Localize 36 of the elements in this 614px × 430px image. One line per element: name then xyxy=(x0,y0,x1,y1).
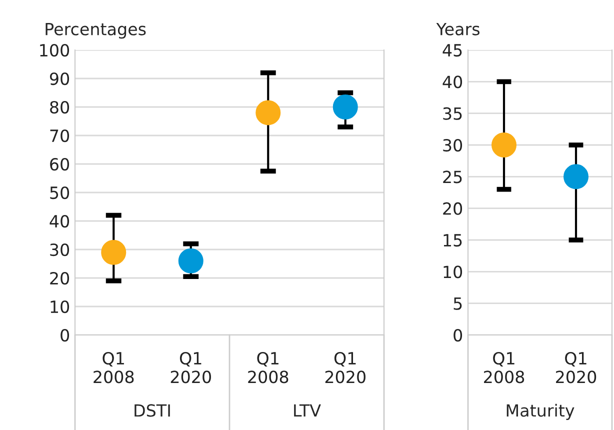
y-tick-label: 45 xyxy=(442,44,462,57)
y-tick-label: 0 xyxy=(454,328,462,342)
point xyxy=(101,240,126,265)
x-tick-label: Q1 2020 xyxy=(325,352,366,384)
y-tick-label: 90 xyxy=(50,72,70,86)
point xyxy=(178,248,204,274)
y-tick-label: 40 xyxy=(50,214,70,228)
y-tick-label: 10 xyxy=(50,300,70,314)
y-tick-label: 5 xyxy=(454,298,462,310)
y-tick-label: 0 xyxy=(60,328,70,342)
y-tick-label: 50 xyxy=(50,186,70,200)
y-tick-label: 25 xyxy=(443,170,462,184)
y-tick-label: 10 xyxy=(444,266,462,278)
x-tick-label: Q1 2008 xyxy=(94,352,134,384)
point xyxy=(332,94,358,120)
y-tick-label: 15 xyxy=(444,234,462,247)
y-tick-label: 30 xyxy=(443,138,462,152)
x-tick-label: Q1 2020 xyxy=(170,352,211,384)
text: DSTI xyxy=(134,404,170,417)
y-tick-label: 40 xyxy=(442,76,462,88)
y-tick-label: 20 xyxy=(443,202,462,215)
y-axis-title: Percentages xyxy=(46,22,146,39)
y-axis-title: Years xyxy=(436,22,480,36)
point xyxy=(256,100,281,126)
y-tick-label: 20 xyxy=(50,272,70,285)
x-tick-label: Q1 2020 xyxy=(556,352,596,384)
y-tick-label: 70 xyxy=(50,129,70,142)
y-tick-label: 35 xyxy=(443,107,462,120)
text: Maturity xyxy=(506,404,574,420)
y-tick-label: 100 xyxy=(40,44,70,57)
x-tick-label: Q1 2008 xyxy=(248,352,288,384)
x-tick-label: Q1 2008 xyxy=(484,352,524,384)
y-tick-label: 30 xyxy=(50,243,70,256)
y-tick-label: 80 xyxy=(50,100,70,114)
text: LTV xyxy=(294,404,321,417)
y-tick-label: 60 xyxy=(50,158,70,171)
